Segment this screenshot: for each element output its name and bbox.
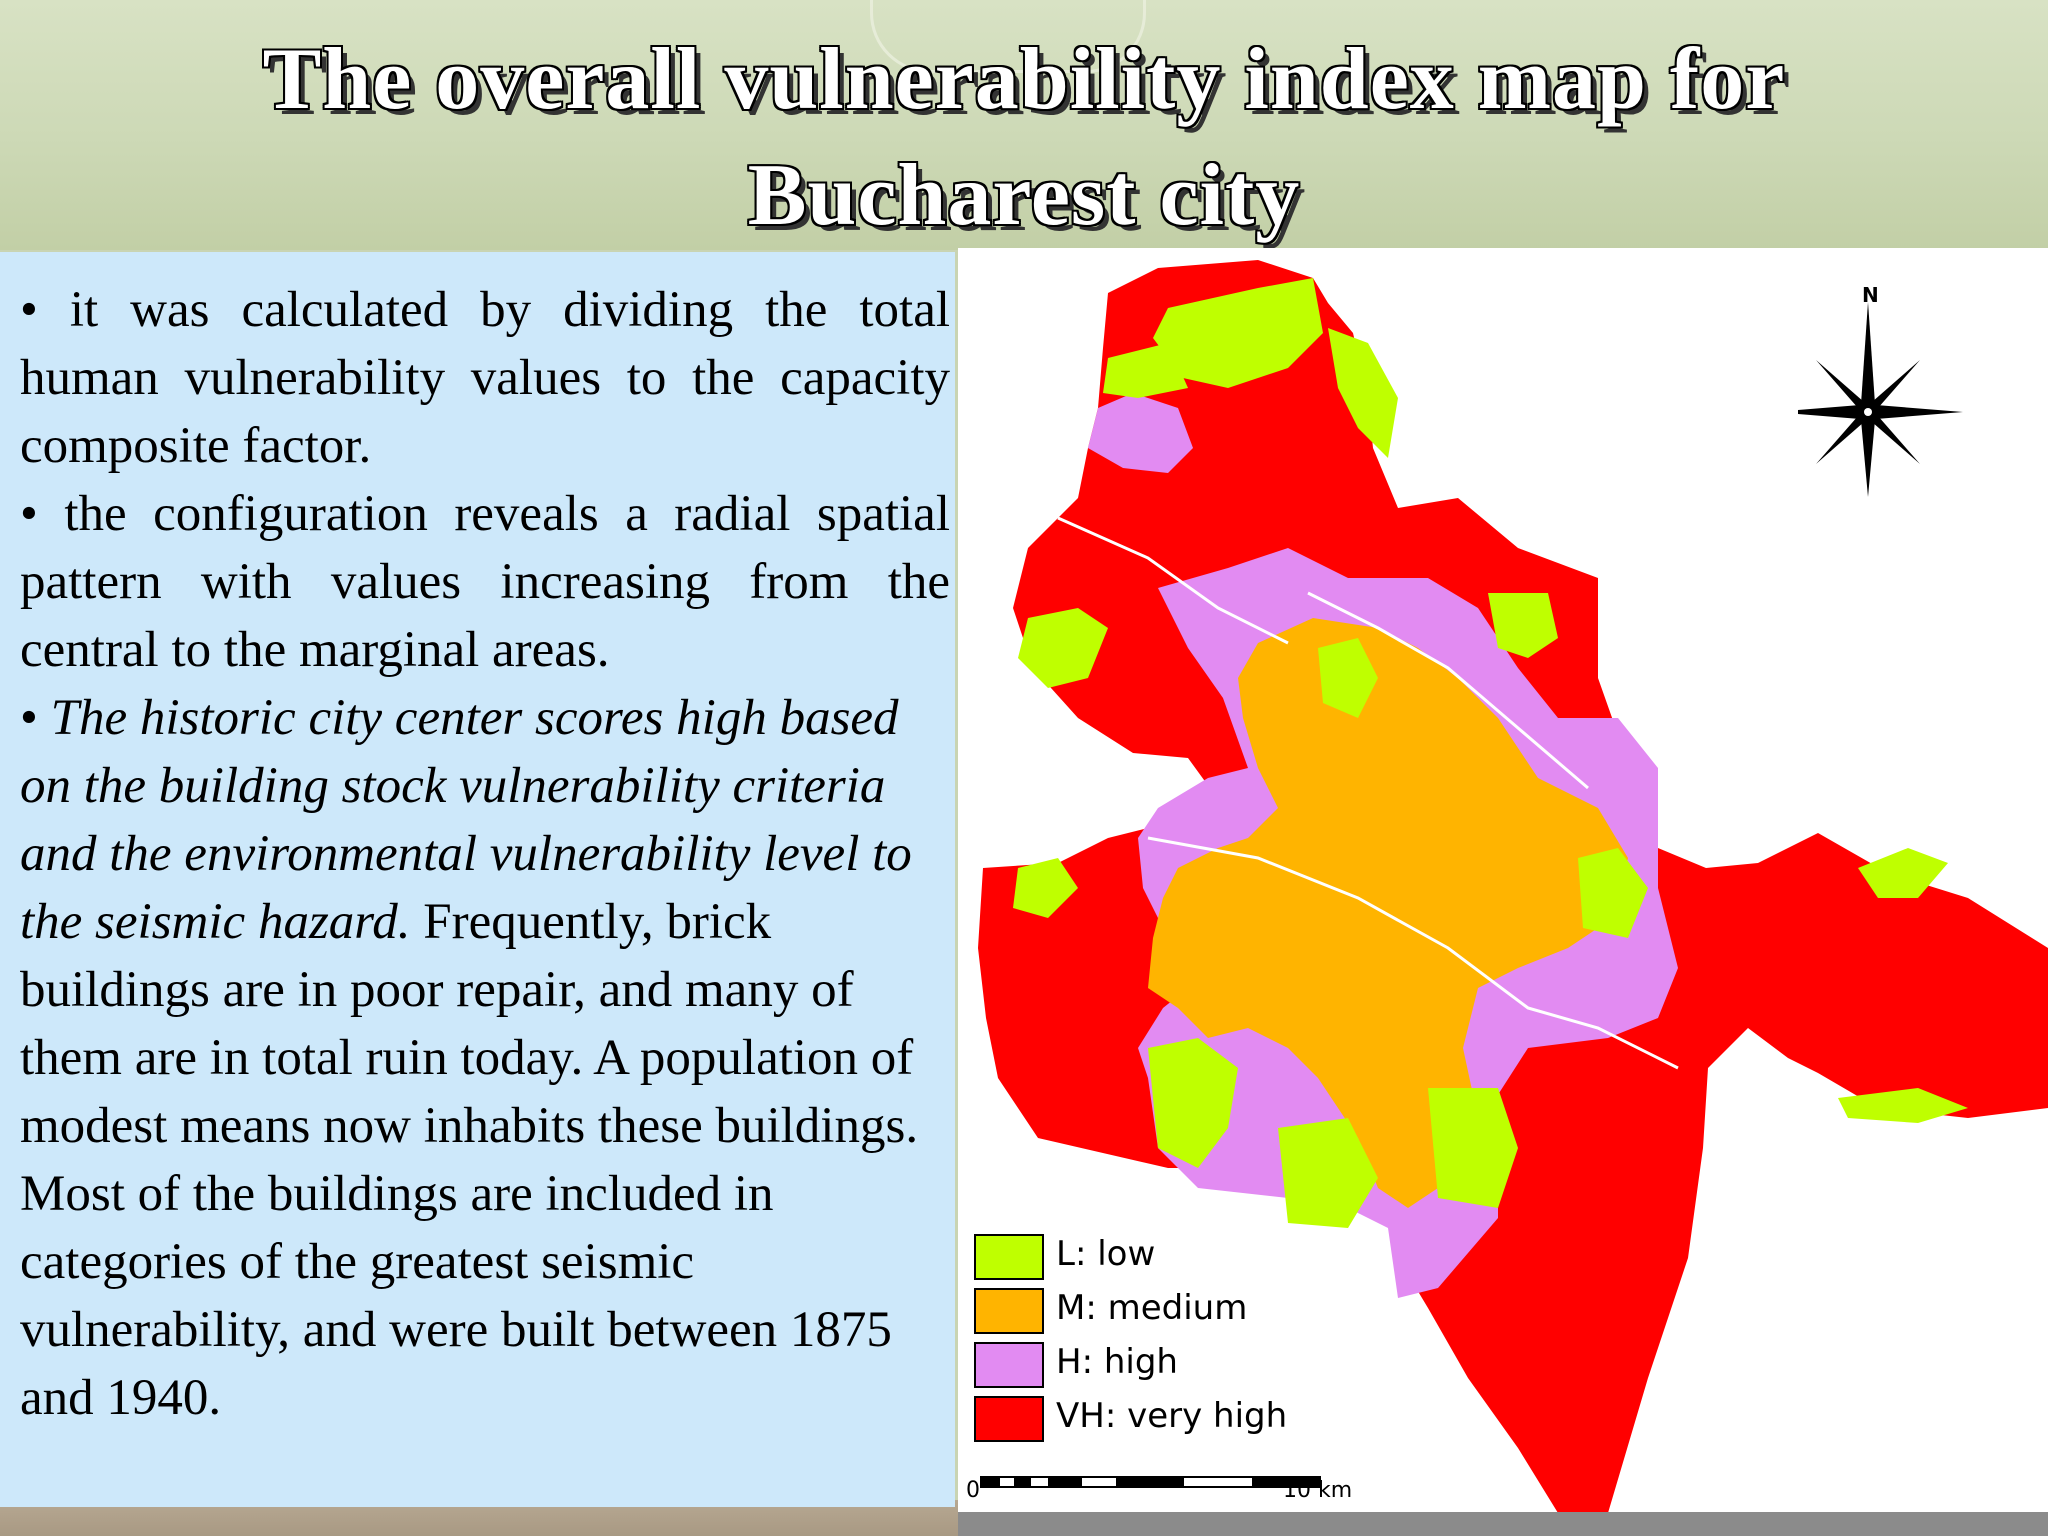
text-panel — [0, 252, 955, 1507]
legend-swatch-low — [974, 1234, 1044, 1280]
map-zone-low-nw — [1103, 343, 1188, 398]
map-zone-low-ne — [1488, 593, 1558, 658]
slide-title: The overall vulnerability index map for … — [262, 31, 1786, 244]
scale-bar — [980, 1476, 1321, 1488]
bullet-3-italic: The historic city center scores high bas… — [20, 690, 912, 950]
scale-end-label: 10 km — [1283, 1478, 1353, 1503]
compass-n-label: N — [1862, 283, 1879, 307]
vulnerability-map — [978, 260, 2048, 1513]
scale-start-label: 0 — [966, 1478, 980, 1503]
legend-label-very-high: VH: very high — [1056, 1396, 1288, 1436]
legend-label-high: H: high — [1056, 1342, 1178, 1382]
bullet-2: • the configuration reveals a radial spa… — [20, 486, 950, 678]
map-zone-low-south — [1278, 1118, 1378, 1228]
map-zone-low-south2 — [1428, 1088, 1518, 1208]
map-zone-low-east — [1578, 848, 1648, 938]
map-zone-low-east2 — [1858, 848, 1948, 898]
north-arrow-icon: N — [1798, 283, 1963, 497]
bullet-3: • The historic city center scores high b… — [20, 684, 950, 1432]
map-bottom-border — [958, 1512, 2048, 1536]
map-zone-low-west2 — [1013, 858, 1078, 918]
text-body: • it was calculated by dividing the tota… — [20, 276, 950, 1432]
bullet-1: • it was calculated by dividing the tota… — [20, 282, 950, 474]
map-river-lakes — [1307, 591, 1589, 790]
bullet-3-regular: Frequently, brick buildings are in poor … — [20, 894, 919, 1426]
bullet-3-marker: • — [20, 690, 51, 746]
map-zone-low-west — [1018, 608, 1108, 688]
legend-label-low: L: low — [1056, 1234, 1156, 1274]
map-zone-high-nw — [1088, 393, 1193, 473]
map-river-dambovita — [1147, 836, 1679, 1070]
legend-swatch-very-high — [974, 1396, 1044, 1442]
map-zone-low-se — [1838, 1088, 1968, 1123]
legend-swatch-medium — [974, 1288, 1044, 1334]
title-background — [0, 0, 2048, 250]
map-zone-low-north — [1153, 278, 1323, 388]
legend-swatch-high — [974, 1342, 1044, 1388]
map-zone-low-sw — [1148, 1038, 1238, 1168]
map-river-north — [1057, 516, 1289, 645]
legend-label-medium: M: medium — [1056, 1288, 1248, 1328]
map-panel: N L: low M: medium H: high VH: ve — [958, 248, 2048, 1516]
map-zone-low-center-n — [1318, 638, 1378, 718]
map-zone-low-north2 — [1328, 328, 1398, 458]
